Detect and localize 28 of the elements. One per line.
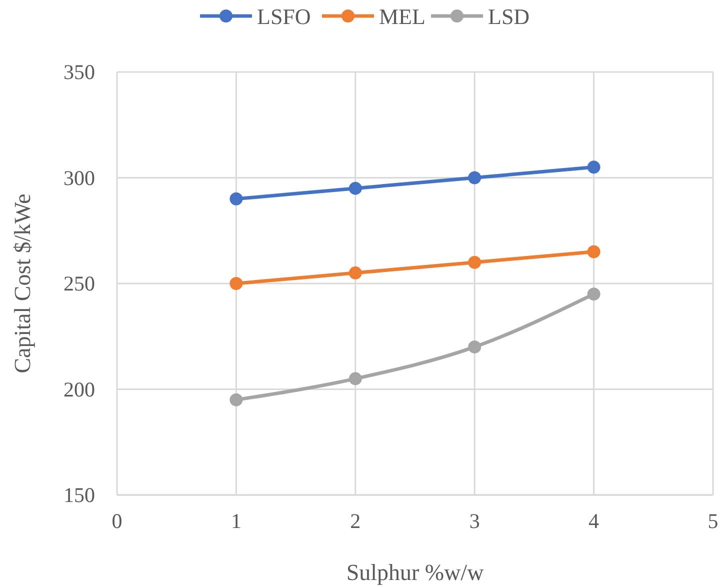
- x-tick-label: 5: [708, 509, 718, 533]
- y-axis-title: Capital Cost $/kWe: [10, 194, 35, 374]
- point: [230, 277, 243, 290]
- x-tick-label: 3: [469, 509, 480, 533]
- legend-label: MEL: [379, 4, 426, 29]
- point: [348, 182, 362, 195]
- y-tick-label: 250: [64, 272, 95, 296]
- point: [587, 160, 600, 174]
- point: [348, 372, 362, 386]
- point: [230, 192, 243, 206]
- legend-label: LSFO: [257, 4, 311, 29]
- x-tick-label: 4: [588, 509, 600, 533]
- point: [468, 171, 482, 184]
- y-tick-label: 350: [64, 60, 95, 84]
- point: [587, 288, 600, 301]
- point: [587, 245, 600, 258]
- y-tick-label: 200: [64, 377, 95, 402]
- x-tick-label: 1: [230, 509, 242, 533]
- point: [468, 340, 482, 354]
- y-tick-label: 300: [64, 166, 95, 190]
- x-tick-label: 2: [350, 509, 361, 533]
- point: [468, 256, 482, 269]
- point: [230, 393, 243, 406]
- x-axis-title: Sulphur %w/w: [346, 560, 484, 585]
- x-tick-label: 0: [112, 509, 122, 533]
- point: [348, 266, 362, 280]
- y-tick-label: 150: [64, 483, 95, 507]
- legend-label: LSD: [488, 4, 530, 29]
